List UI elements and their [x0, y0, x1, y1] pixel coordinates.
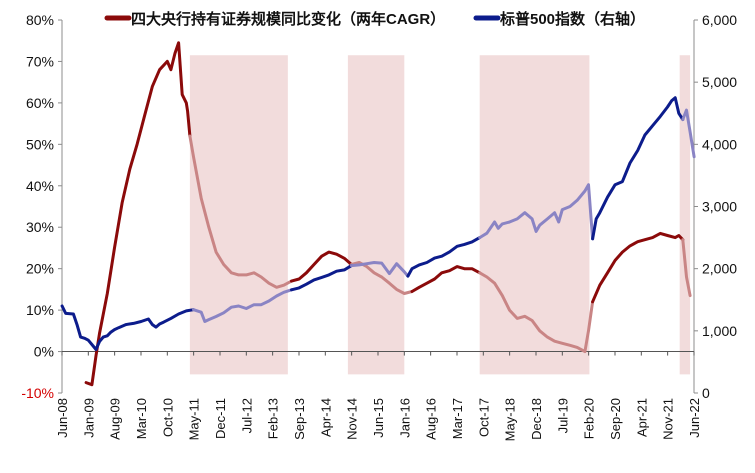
series-1-segment-2 — [188, 134, 293, 289]
x-tick-label: Jan-09 — [81, 398, 96, 438]
x-tick-label: Oct-17 — [476, 398, 491, 437]
shaded-period-4 — [679, 55, 691, 375]
series-1-segment-6 — [478, 271, 595, 354]
series-2-segment-7 — [591, 96, 685, 241]
series-1-segment-7 — [591, 231, 685, 304]
series-2-segment-1 — [60, 304, 195, 351]
series-1-segment-8 — [681, 238, 692, 298]
series-2-segment-5 — [406, 236, 482, 278]
x-tick-label: May-11 — [187, 398, 202, 440]
right-tick-label: 1,000 — [702, 323, 737, 339]
x-tick-label: Mar-10 — [134, 398, 149, 439]
x-tick-label: Aug-16 — [424, 398, 439, 440]
axes: -10% 0% 10% 20% 30% 40% 50% 60% 70% 80% 0 1,000 2,00… — [21, 12, 737, 441]
x-tick-label: Feb-13 — [266, 398, 281, 439]
x-tick-label: Dec-11 — [213, 398, 228, 439]
series-lines — [60, 41, 696, 387]
x-tick-label: Oct-10 — [160, 398, 175, 437]
right-tick-label: 0 — [702, 385, 710, 401]
x-tick-label: Nov-21 — [661, 398, 676, 440]
right-tick-label: 6,000 — [702, 12, 737, 28]
series-2-line — [60, 96, 696, 351]
right-tick-label: 4,000 — [702, 136, 737, 152]
series-1-segment-1 — [84, 41, 192, 387]
x-tick-label: May-18 — [503, 398, 518, 441]
x-tick-label: Jun-15 — [371, 398, 386, 438]
x-tick-label: Apr-21 — [634, 398, 649, 437]
x-tick-label: Jan-16 — [397, 398, 412, 438]
x-tick-label: Aug-09 — [108, 398, 123, 440]
x-tick-label: Apr-14 — [318, 398, 333, 437]
series-1-segment-3 — [290, 250, 353, 283]
left-tick-label: 60% — [26, 95, 54, 111]
series-2-segment-6 — [478, 183, 595, 241]
left-tick-label: 10% — [26, 302, 54, 318]
left-tick-label: 80% — [26, 12, 54, 28]
right-tick-label: 3,000 — [702, 199, 737, 215]
shaded-periods — [189, 55, 691, 375]
right-tick-label: 5,000 — [702, 74, 737, 90]
x-tick-label: Nov-14 — [345, 398, 360, 440]
left-tick-label: 50% — [26, 136, 54, 152]
left-tick-label: 70% — [26, 53, 54, 69]
x-tick-label: Jun-22 — [687, 398, 702, 438]
x-tick-label: Dec-18 — [529, 398, 544, 440]
series-2-segment-2 — [192, 288, 293, 323]
x-tick-label: Jul-19 — [555, 398, 570, 433]
x-tick-label: Feb-20 — [582, 398, 597, 439]
left-tick-label: -10% — [21, 385, 54, 401]
x-tick-label: Jun-08 — [55, 398, 70, 438]
x-tick-label: Sep-13 — [292, 398, 307, 440]
legend-label-1: 四大央行持有证券规模同比变化（两年CAGR） — [131, 10, 445, 28]
series-2-segment-8 — [681, 108, 696, 159]
x-tick-label: Jul-12 — [239, 398, 254, 433]
left-tick-label: 0% — [34, 344, 54, 360]
shaded-period-3 — [479, 55, 590, 375]
series-2-segment-3 — [290, 264, 353, 292]
series-2-segment-4 — [350, 261, 410, 278]
series-1-segment-5 — [410, 265, 482, 293]
x-tick-label: Sep-20 — [608, 398, 623, 440]
left-tick-label: 20% — [26, 261, 54, 277]
right-tick-label: 2,000 — [702, 261, 737, 277]
shaded-period-2 — [347, 55, 405, 375]
x-tick-label: Mar-17 — [450, 398, 465, 439]
legend: 四大央行持有证券规模同比变化（两年CAGR） 标普500指数（右轴） — [104, 10, 645, 28]
left-tick-label: 30% — [26, 219, 54, 235]
legend-label-2: 标普500指数（右轴） — [499, 10, 645, 28]
series-1-line — [84, 41, 692, 387]
left-tick-label: 40% — [26, 178, 54, 194]
